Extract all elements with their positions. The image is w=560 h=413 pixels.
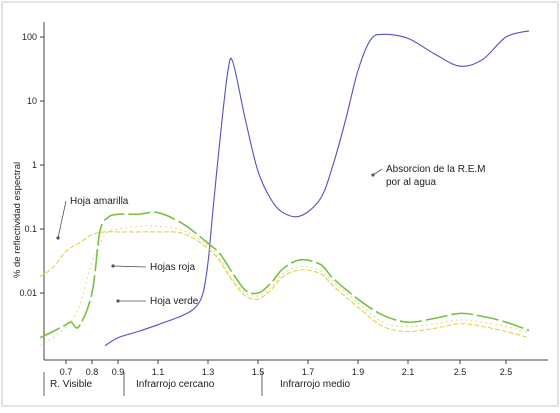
leader-dot-verde (116, 299, 120, 303)
series-line-roja (39, 225, 530, 347)
leader-dot-amarilla (56, 236, 60, 240)
series-line-absorcion (104, 30, 530, 347)
y-tick-label: 100 (22, 32, 37, 42)
x-tick-label: 1.7 (302, 367, 315, 377)
annotation-roja: Hojas roja (150, 262, 195, 273)
annotation-verde: Hoja verde (150, 296, 199, 307)
region-label: Infrarrojo cercano (136, 379, 215, 390)
outer-frame (1, 1, 559, 407)
y-tick-label: 0.1 (24, 224, 37, 234)
y-tick-label: 0.01 (19, 288, 37, 298)
region-label: Infrarrojo medio (280, 379, 350, 390)
x-tick-label: 1.5 (252, 367, 265, 377)
leader-amarilla (57, 200, 67, 239)
series-line-amarilla (39, 231, 530, 339)
y-tick-label: 10 (27, 96, 37, 106)
annotation-amarilla: Hoja amarilla (70, 196, 129, 207)
leader-absorcion (372, 168, 383, 176)
series-line-verde (39, 211, 530, 339)
x-tick-label: 2.5 (454, 367, 467, 377)
x-tick-label: 0.8 (86, 367, 99, 377)
leader-roja (112, 265, 147, 268)
y-tick-label: 1 (32, 160, 37, 170)
x-tick-label: 1.9 (352, 367, 365, 377)
x-tick-label: 0.7 (60, 367, 73, 377)
annotation-absorcion: por al agua (386, 177, 436, 188)
annotation-absorcion: Absorcion de la R.E.M (386, 164, 486, 175)
leader-dot-roja (111, 264, 115, 268)
x-tick-label: 2.1 (402, 367, 415, 377)
x-tick-label: 0.9 (112, 367, 125, 377)
y-axis-label: % de reflectividad espectral (12, 162, 23, 278)
region-label: R. Visible (50, 379, 92, 390)
x-tick-label: 1.3 (202, 367, 215, 377)
leader-dot-absorcion (371, 173, 375, 177)
x-tick-label: 1.1 (152, 367, 165, 377)
x-tick-label: 2.5 (500, 367, 513, 377)
